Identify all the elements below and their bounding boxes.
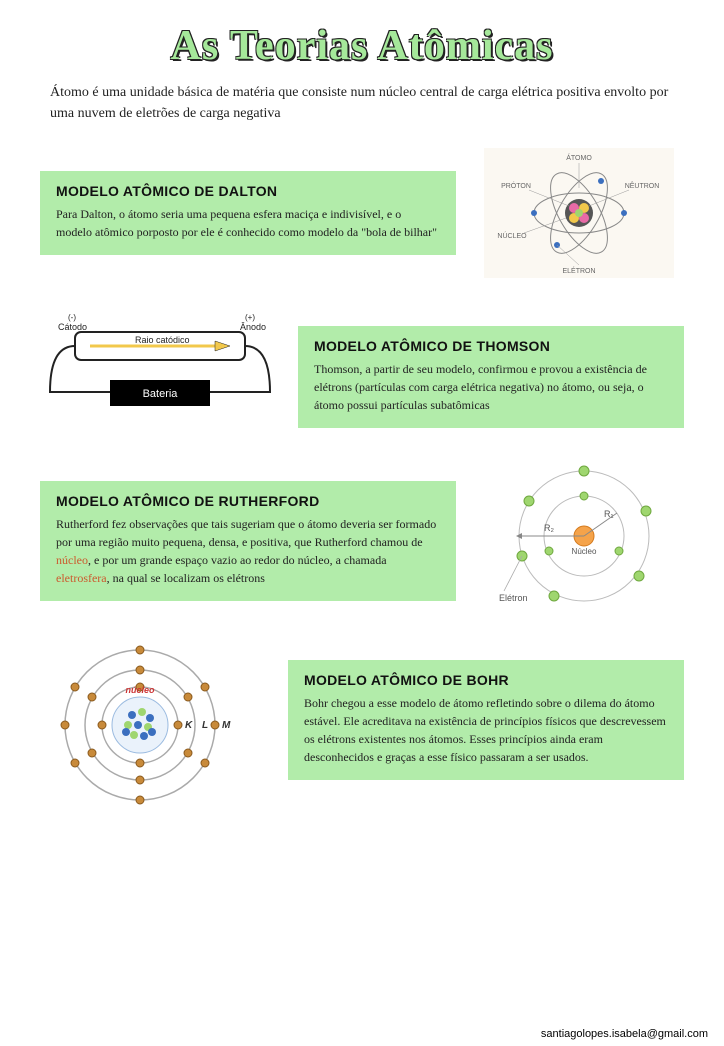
row-dalton: MODELO ATÔMICO DE DALTON Para Dalton, o … <box>40 138 684 288</box>
svg-text:ÁTOMO: ÁTOMO <box>566 153 592 162</box>
svg-text:Núcleo: Núcleo <box>572 547 597 556</box>
footer-email: santiagolopes.isabela@gmail.com <box>541 1028 708 1040</box>
svg-text:(-): (-) <box>68 313 76 322</box>
hl-eletrosfera: eletrosfera <box>56 571 107 585</box>
svg-text:Raio catódico: Raio catódico <box>135 335 190 345</box>
row-thomson: MODELO ATÔMICO DE THOMSON Thomson, a par… <box>40 302 684 452</box>
rutherford-body: Rutherford fez observações que tais suge… <box>56 515 440 587</box>
svg-text:NÊUTRON: NÊUTRON <box>625 181 660 190</box>
page-title: As Teorias Atômicas <box>0 22 724 70</box>
svg-text:Ânodo: Ânodo <box>240 322 266 332</box>
svg-text:núcleo: núcleo <box>125 685 155 695</box>
svg-text:PRÓTON: PRÓTON <box>501 181 531 190</box>
hl-nucleo: núcleo <box>56 553 88 567</box>
bohr-body: Bohr chegou a esse modelo de átomo refle… <box>304 694 668 766</box>
card-dalton: MODELO ATÔMICO DE DALTON Para Dalton, o … <box>40 171 456 255</box>
intro-text: Átomo é uma unidade básica de matéria qu… <box>50 82 674 124</box>
figure-rutherford: R₁ R₂ Núcleo Elétron <box>474 466 684 616</box>
dalton-title: MODELO ATÔMICO DE DALTON <box>56 183 440 199</box>
svg-text:R₁: R₁ <box>604 509 614 519</box>
card-bohr: MODELO ATÔMICO DE BOHR Bohr chegou a ess… <box>288 660 684 780</box>
svg-text:M: M <box>222 720 231 731</box>
card-rutherford: MODELO ATÔMICO DE RUTHERFORD Rutherford … <box>40 481 456 601</box>
svg-text:L: L <box>202 720 208 731</box>
row-bohr: MODELO ATÔMICO DE BOHR Bohr chegou a ess… <box>40 630 684 810</box>
row-rutherford: MODELO ATÔMICO DE RUTHERFORD Rutherford … <box>40 466 684 616</box>
svg-text:NÚCLEO: NÚCLEO <box>497 231 527 240</box>
figure-bohr: núcleo K L M <box>40 630 270 810</box>
svg-text:ELÉTRON: ELÉTRON <box>562 266 595 275</box>
thomson-title: MODELO ATÔMICO DE THOMSON <box>314 338 668 354</box>
bohr-title: MODELO ATÔMICO DE BOHR <box>304 672 668 688</box>
svg-text:K: K <box>185 720 193 731</box>
figure-dalton: ÁTOMO PRÓTON NÊUTRON NÚCLEO ELÉTRON <box>474 138 684 288</box>
svg-text:Elétron: Elétron <box>499 593 528 603</box>
figure-thomson: Raio catódico Bateria (-) Cátodo (+) Âno… <box>40 302 280 452</box>
card-thomson: MODELO ATÔMICO DE THOMSON Thomson, a par… <box>298 326 684 428</box>
svg-text:(+): (+) <box>245 313 255 322</box>
svg-text:R₂: R₂ <box>544 523 554 533</box>
svg-text:Bateria: Bateria <box>143 388 179 400</box>
thomson-body: Thomson, a partir de seu modelo, confirm… <box>314 360 668 414</box>
dalton-body: Para Dalton, o átomo seria uma pequena e… <box>56 205 440 241</box>
rutherford-title: MODELO ATÔMICO DE RUTHERFORD <box>56 493 440 509</box>
svg-text:Cátodo: Cátodo <box>58 322 87 332</box>
